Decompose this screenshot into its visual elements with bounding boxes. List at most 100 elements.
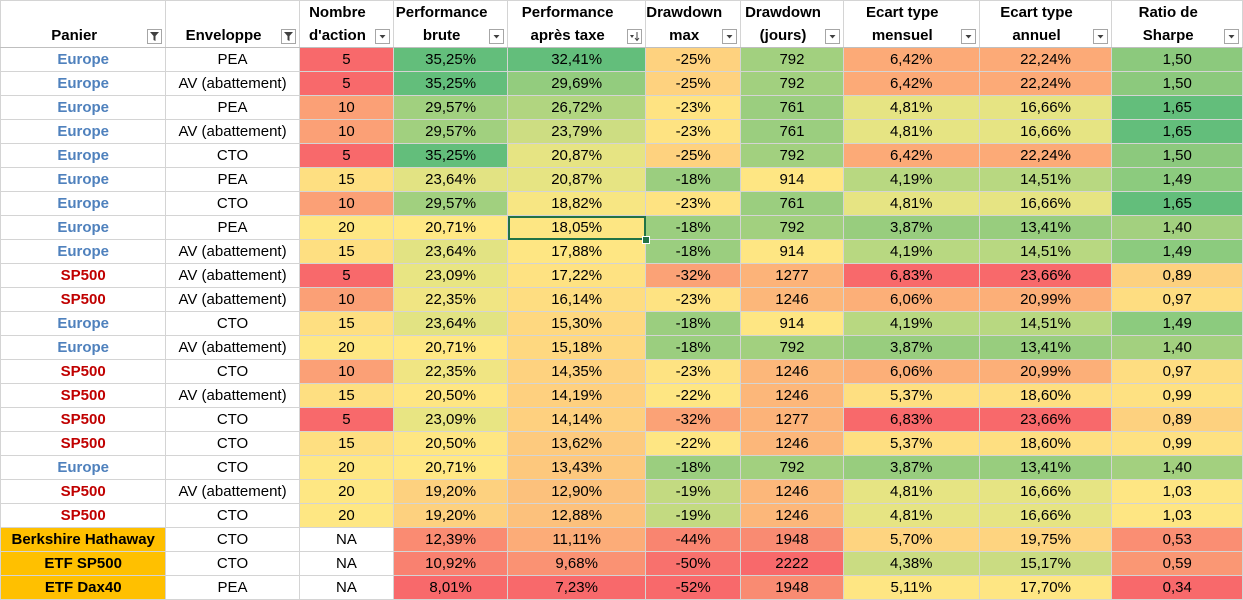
cell-panier[interactable]: Europe <box>0 71 167 96</box>
cell-drawdown-jours[interactable]: 2222 <box>740 551 844 576</box>
fill-handle[interactable] <box>641 235 650 244</box>
cell-ecart-type-annuel[interactable]: 15,17% <box>978 551 1113 576</box>
cell-drawdown-jours[interactable]: 1246 <box>740 359 844 384</box>
cell-ecart-type-mensuel[interactable]: 4,19% <box>842 167 980 192</box>
cell-drawdown-max[interactable]: -32% <box>645 407 742 432</box>
cell-nombre-action[interactable]: 5 <box>298 263 395 288</box>
cell-panier[interactable]: SP500 <box>0 431 167 456</box>
cell-ecart-type-mensuel[interactable]: 4,81% <box>842 119 980 144</box>
cell-performance-brute[interactable]: 12,39% <box>393 527 509 552</box>
cell-panier[interactable]: SP500 <box>0 407 167 432</box>
cell-performance-apres-taxe[interactable]: 26,72% <box>507 95 647 120</box>
cell-ecart-type-annuel[interactable]: 22,24% <box>978 143 1113 168</box>
cell-drawdown-jours[interactable]: 1246 <box>740 431 844 456</box>
cell-panier[interactable]: SP500 <box>0 263 167 288</box>
nombre-action-filter-button[interactable] <box>375 29 391 44</box>
cell-drawdown-max[interactable]: -19% <box>645 503 742 528</box>
cell-drawdown-jours[interactable]: 1948 <box>740 527 844 552</box>
cell-ecart-type-annuel[interactable]: 14,51% <box>978 239 1113 264</box>
cell-drawdown-max[interactable]: -25% <box>645 47 742 72</box>
cell-nombre-action[interactable]: 15 <box>298 383 395 408</box>
cell-panier[interactable]: Europe <box>0 239 167 264</box>
cell-performance-apres-taxe[interactable]: 20,87% <box>507 167 647 192</box>
cell-drawdown-jours[interactable]: 792 <box>740 455 844 480</box>
cell-drawdown-max[interactable]: -32% <box>645 263 742 288</box>
cell-drawdown-max[interactable]: -44% <box>645 527 742 552</box>
cell-enveloppe[interactable]: CTO <box>165 527 300 552</box>
cell-performance-brute[interactable]: 35,25% <box>393 47 509 72</box>
cell-performance-apres-taxe[interactable]: 20,87% <box>507 143 647 168</box>
cell-ratio-sharpe[interactable]: 1,65 <box>1111 191 1243 216</box>
cell-performance-brute[interactable]: 29,57% <box>393 119 509 144</box>
cell-drawdown-max[interactable]: -25% <box>645 143 742 168</box>
cell-ratio-sharpe[interactable]: 1,65 <box>1111 95 1243 120</box>
cell-drawdown-jours[interactable]: 792 <box>740 47 844 72</box>
cell-performance-apres-taxe[interactable]: 29,69% <box>507 71 647 96</box>
cell-enveloppe[interactable]: AV (abattement) <box>165 335 300 360</box>
cell-drawdown-jours[interactable]: 1246 <box>740 287 844 312</box>
cell-ecart-type-mensuel[interactable]: 4,19% <box>842 311 980 336</box>
performance-apres-taxe-filter-button[interactable] <box>627 29 643 44</box>
cell-ecart-type-annuel[interactable]: 16,66% <box>978 119 1113 144</box>
cell-ecart-type-mensuel[interactable]: 6,42% <box>842 71 980 96</box>
cell-ecart-type-mensuel[interactable]: 6,42% <box>842 47 980 72</box>
cell-ratio-sharpe[interactable]: 0,97 <box>1111 359 1243 384</box>
cell-performance-brute[interactable]: 23,64% <box>393 167 509 192</box>
cell-panier[interactable]: Europe <box>0 95 167 120</box>
cell-nombre-action[interactable]: 10 <box>298 95 395 120</box>
cell-drawdown-max[interactable]: -23% <box>645 191 742 216</box>
cell-nombre-action[interactable]: 20 <box>298 335 395 360</box>
cell-nombre-action[interactable]: 5 <box>298 47 395 72</box>
cell-drawdown-jours[interactable]: 792 <box>740 143 844 168</box>
cell-nombre-action[interactable]: NA <box>298 575 395 600</box>
cell-panier[interactable]: ETF SP500 <box>0 551 167 576</box>
cell-drawdown-max[interactable]: -25% <box>645 71 742 96</box>
cell-nombre-action[interactable]: 15 <box>298 167 395 192</box>
cell-performance-brute[interactable]: 35,25% <box>393 71 509 96</box>
cell-drawdown-jours[interactable]: 761 <box>740 119 844 144</box>
cell-drawdown-jours[interactable]: 1277 <box>740 407 844 432</box>
cell-enveloppe[interactable]: AV (abattement) <box>165 287 300 312</box>
cell-ecart-type-mensuel[interactable]: 6,42% <box>842 143 980 168</box>
cell-performance-brute[interactable]: 20,71% <box>393 215 509 240</box>
cell-enveloppe[interactable]: CTO <box>165 191 300 216</box>
cell-panier[interactable]: Europe <box>0 215 167 240</box>
cell-performance-brute[interactable]: 23,09% <box>393 263 509 288</box>
cell-drawdown-jours[interactable]: 914 <box>740 239 844 264</box>
cell-ecart-type-mensuel[interactable]: 3,87% <box>842 335 980 360</box>
cell-ecart-type-annuel[interactable]: 22,24% <box>978 71 1113 96</box>
cell-ecart-type-annuel[interactable]: 19,75% <box>978 527 1113 552</box>
cell-enveloppe[interactable]: AV (abattement) <box>165 383 300 408</box>
cell-performance-brute[interactable]: 29,57% <box>393 191 509 216</box>
cell-ecart-type-mensuel[interactable]: 4,19% <box>842 239 980 264</box>
cell-enveloppe[interactable]: PEA <box>165 215 300 240</box>
cell-performance-brute[interactable]: 22,35% <box>393 287 509 312</box>
cell-nombre-action[interactable]: 5 <box>298 407 395 432</box>
cell-performance-brute[interactable]: 20,50% <box>393 383 509 408</box>
cell-nombre-action[interactable]: 10 <box>298 359 395 384</box>
cell-ratio-sharpe[interactable]: 1,03 <box>1111 503 1243 528</box>
cell-ecart-type-annuel[interactable]: 13,41% <box>978 215 1113 240</box>
performance-brute-filter-button[interactable] <box>489 29 505 44</box>
cell-ratio-sharpe[interactable]: 1,03 <box>1111 479 1243 504</box>
cell-drawdown-jours[interactable]: 792 <box>740 215 844 240</box>
ecart-type-mensuel-filter-button[interactable] <box>960 29 976 44</box>
cell-enveloppe[interactable]: AV (abattement) <box>165 239 300 264</box>
cell-performance-apres-taxe[interactable]: 11,11% <box>507 527 647 552</box>
cell-drawdown-jours[interactable]: 1246 <box>740 503 844 528</box>
cell-drawdown-max[interactable]: -23% <box>645 359 742 384</box>
cell-panier[interactable]: Europe <box>0 143 167 168</box>
cell-panier[interactable]: SP500 <box>0 287 167 312</box>
cell-ecart-type-mensuel[interactable]: 3,87% <box>842 215 980 240</box>
cell-drawdown-max[interactable]: -50% <box>645 551 742 576</box>
cell-performance-brute[interactable]: 23,64% <box>393 311 509 336</box>
cell-ecart-type-mensuel[interactable]: 6,06% <box>842 359 980 384</box>
cell-nombre-action[interactable]: 10 <box>298 287 395 312</box>
cell-enveloppe[interactable]: AV (abattement) <box>165 263 300 288</box>
cell-ecart-type-mensuel[interactable]: 5,70% <box>842 527 980 552</box>
cell-performance-apres-taxe[interactable]: 32,41% <box>507 47 647 72</box>
cell-drawdown-max[interactable]: -23% <box>645 287 742 312</box>
cell-ecart-type-annuel[interactable]: 14,51% <box>978 311 1113 336</box>
cell-drawdown-jours[interactable]: 1277 <box>740 263 844 288</box>
cell-ratio-sharpe[interactable]: 1,40 <box>1111 335 1243 360</box>
